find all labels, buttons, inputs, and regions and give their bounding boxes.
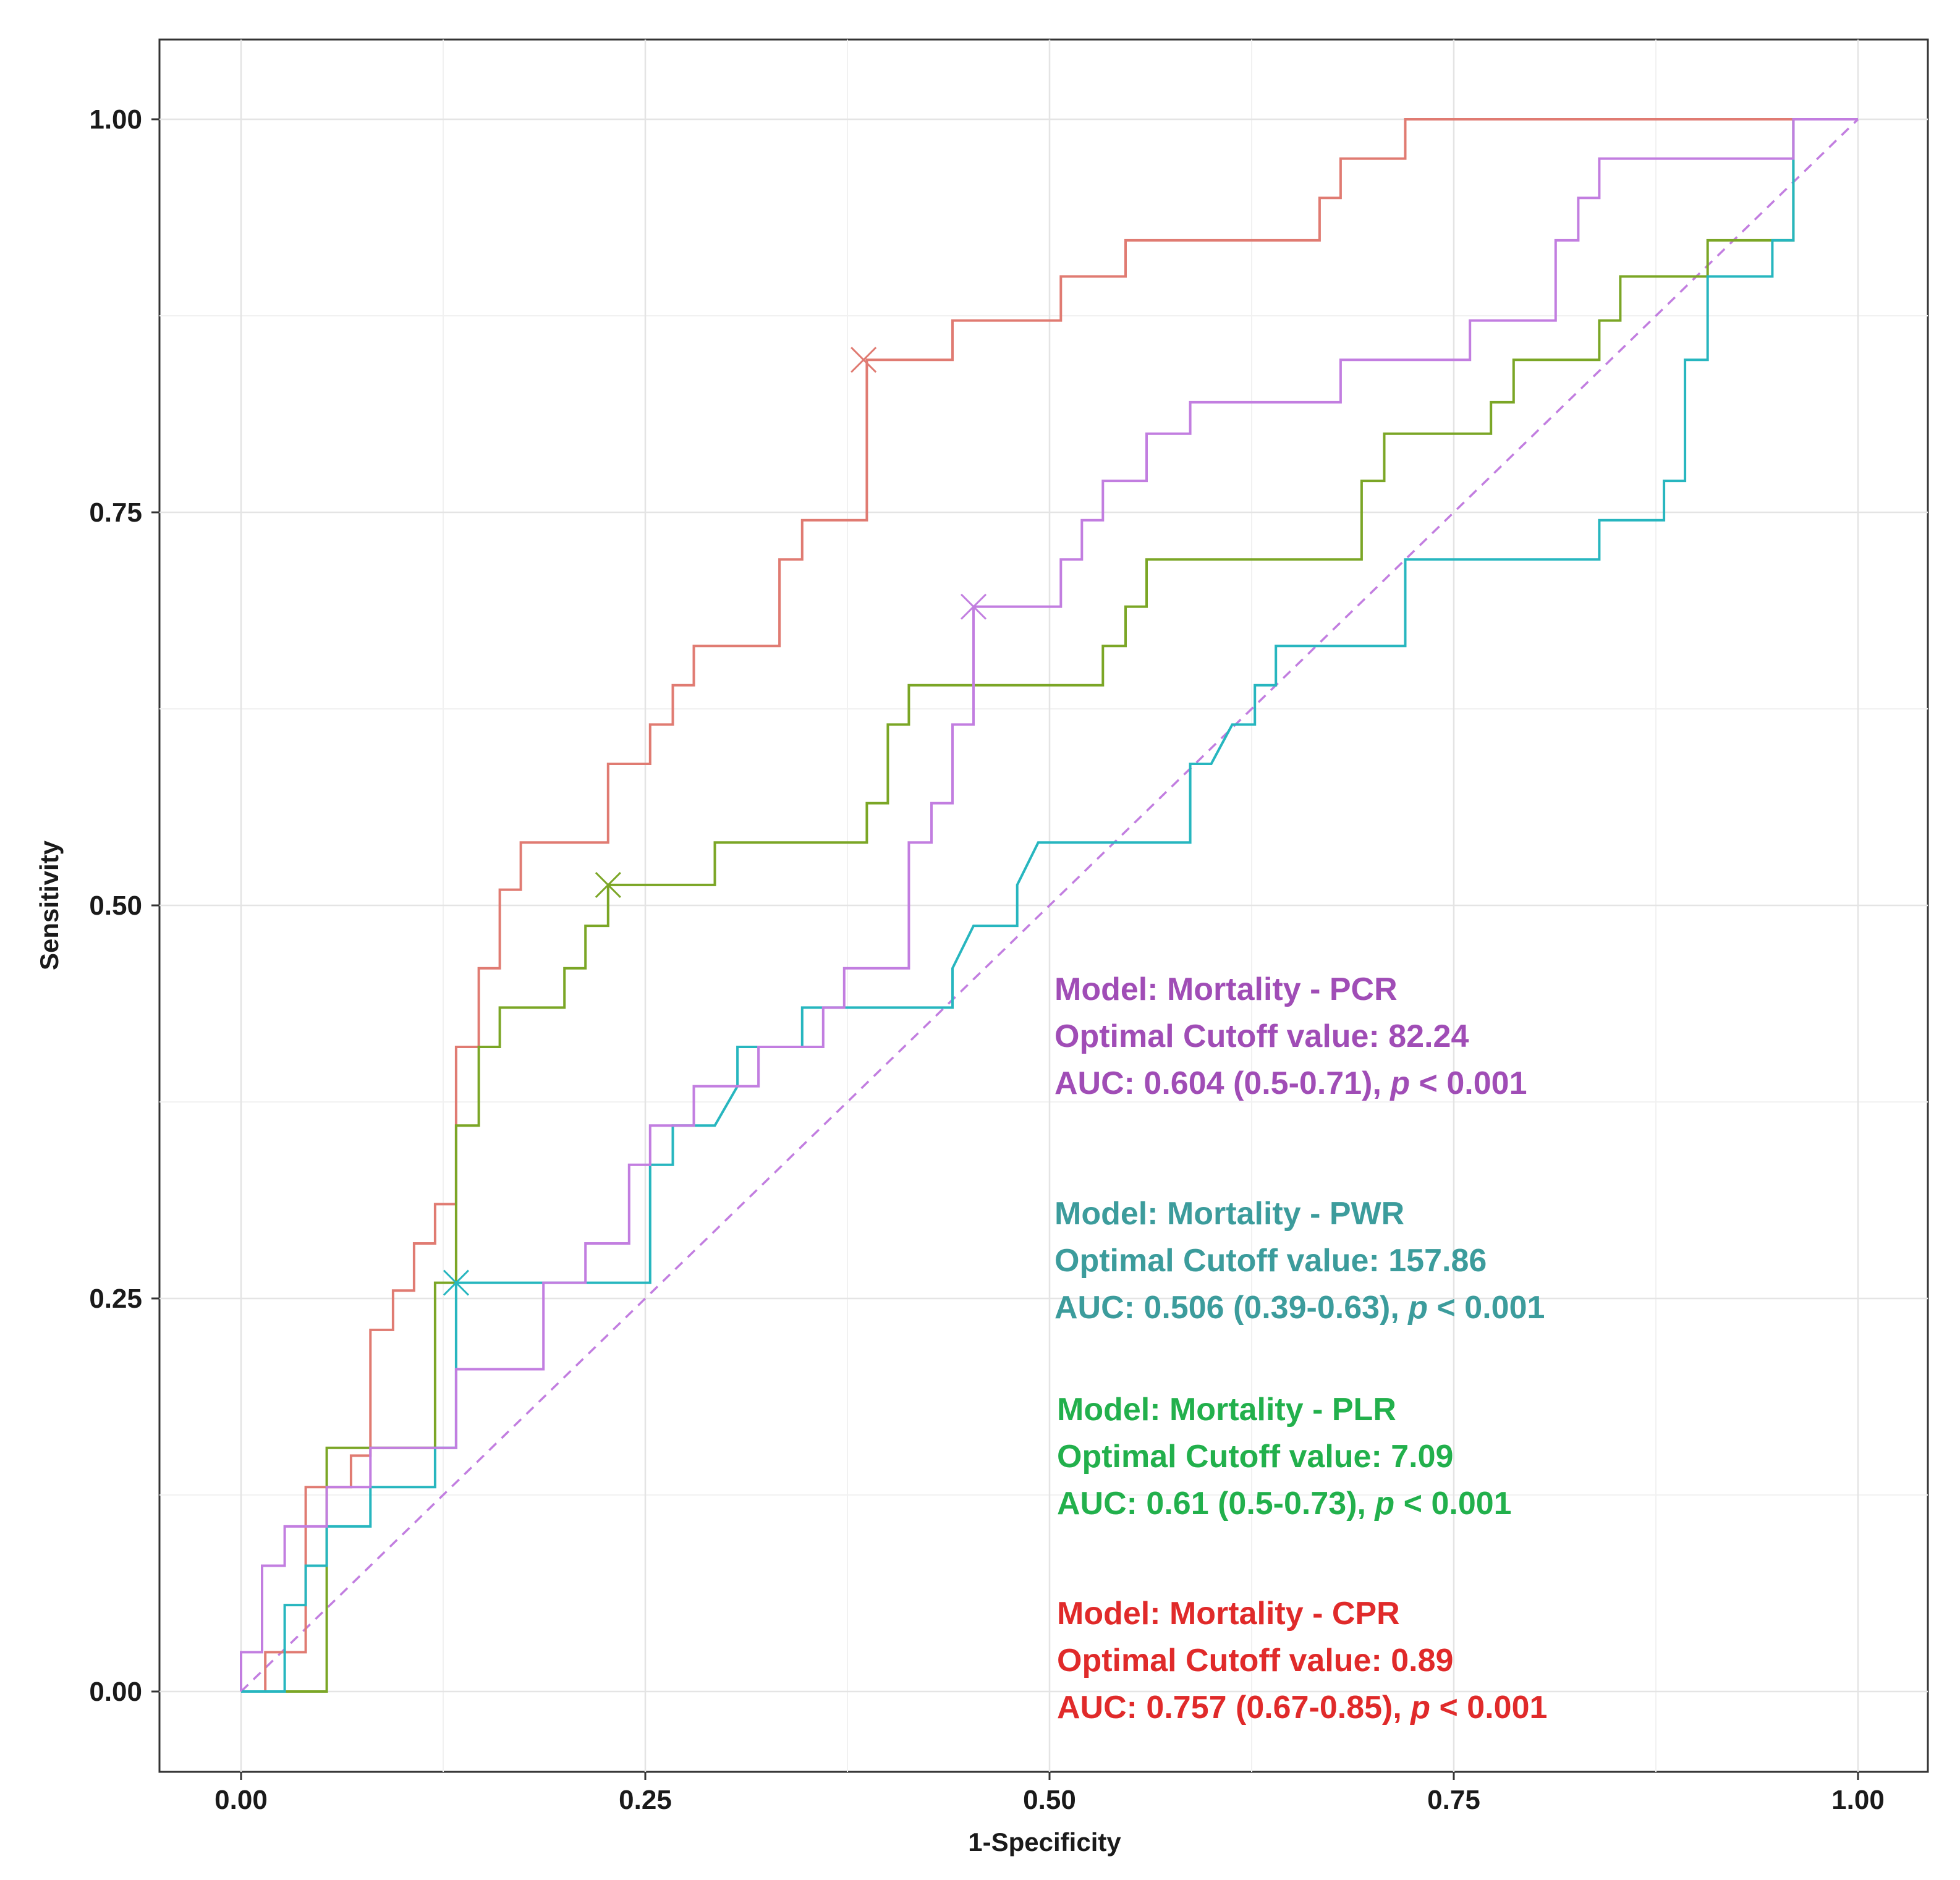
x-tick-label-4: 1.00 [1831,1785,1885,1815]
annotation-pcr: Model: Mortality - PCR Optimal Cutoff va… [1054,972,1527,1101]
cutoff-marker-pwr [443,1269,469,1296]
plr-model-label: Model: Mortality - PLR [1057,1392,1396,1428]
y-tick-label-1: 0.25 [89,1284,142,1314]
plr-p-value: < 0.001 [1394,1486,1511,1522]
cutoff-marker-stroke-b-pwr [443,1269,469,1296]
axis-ticks: 0.00 0.00 0.25 0.25 0.50 0.50 0.75 0.75 1.00 1.00 [89,104,1884,1815]
y-tick-label-4: 1.00 [89,104,142,135]
cutoff-marker-stroke-b-plr [595,871,621,898]
cutoff-marker-plr [595,871,621,898]
plr-auc-text: AUC: 0.61 (0.5-0.73), [1057,1486,1375,1522]
pwr-cutoff-label: Optimal Cutoff value: 157.86 [1054,1243,1487,1279]
pwr-auc-label: AUC: 0.506 (0.39-0.63), p < 0.001 [1054,1290,1545,1326]
x-tick-label-2: 0.50 [1023,1785,1076,1815]
x-tick-label-1: 0.25 [619,1785,672,1815]
pcr-p-italic: p [1389,1065,1410,1101]
cutoff-marker-stroke-b-pcr [960,593,987,620]
roc-line-plr [241,118,1815,1693]
roc-line-pcr [240,118,1858,1692]
cutoff-marker-cpr [851,347,877,373]
cpr-cutoff-label: Optimal Cutoff value: 0.89 [1057,1643,1453,1679]
y-tick-label-3: 0.75 [89,498,142,528]
pwr-p-value: < 0.001 [1428,1290,1545,1326]
pwr-p-italic: p [1407,1290,1428,1326]
annotation-pwr: Model: Mortality - PWR Optimal Cutoff va… [1054,1196,1545,1326]
pcr-cutoff-label: Optimal Cutoff value: 82.24 [1054,1018,1469,1054]
pcr-model-label: Model: Mortality - PCR [1054,972,1398,1007]
y-axis-title: Sensitivity [35,840,64,970]
annotation-cpr: Model: Mortality - CPR Optimal Cutoff va… [1057,1596,1547,1725]
cpr-auc-text: AUC: 0.757 (0.67-0.85), [1057,1690,1411,1725]
x-axis-title: 1-Specificity [968,1827,1121,1857]
annotation-plr: Model: Mortality - PLR Optimal Cutoff va… [1057,1392,1512,1522]
roc-line-cpr [241,118,1858,1693]
x-tick-label-0: 0.00 [214,1785,268,1815]
pwr-auc-text: AUC: 0.506 (0.39-0.63), [1054,1290,1408,1326]
cpr-p-value: < 0.001 [1430,1690,1547,1725]
cutoff-marker-stroke-b-cpr [851,347,877,373]
reference-line [240,118,1859,1693]
cpr-p-italic: p [1409,1690,1430,1725]
series-layer [240,118,1858,1693]
grid [159,40,1928,1772]
reference-diagonal-line [240,118,1859,1693]
pcr-p-value: < 0.001 [1410,1065,1527,1101]
y-tick-label-2: 0.50 [89,891,142,921]
pcr-auc-label: AUC: 0.604 (0.5-0.71), p < 0.001 [1054,1065,1527,1101]
y-tick-label-0: 0.00 [89,1677,142,1707]
plr-auc-label: AUC: 0.61 (0.5-0.73), p < 0.001 [1057,1486,1512,1522]
x-tick-label-3: 0.75 [1427,1785,1480,1815]
pwr-model-label: Model: Mortality - PWR [1054,1196,1404,1232]
cpr-auc-label: AUC: 0.757 (0.67-0.85), p < 0.001 [1057,1690,1547,1725]
plr-p-italic: p [1373,1486,1394,1522]
roc-line-pwr [241,118,1815,1693]
pcr-auc-text: AUC: 0.604 (0.5-0.71), [1054,1065,1390,1101]
cutoff-marker-pcr [960,593,987,620]
cpr-model-label: Model: Mortality - CPR [1057,1596,1400,1632]
cutoff-markers [443,347,987,1296]
plr-cutoff-label: Optimal Cutoff value: 7.09 [1057,1439,1453,1475]
